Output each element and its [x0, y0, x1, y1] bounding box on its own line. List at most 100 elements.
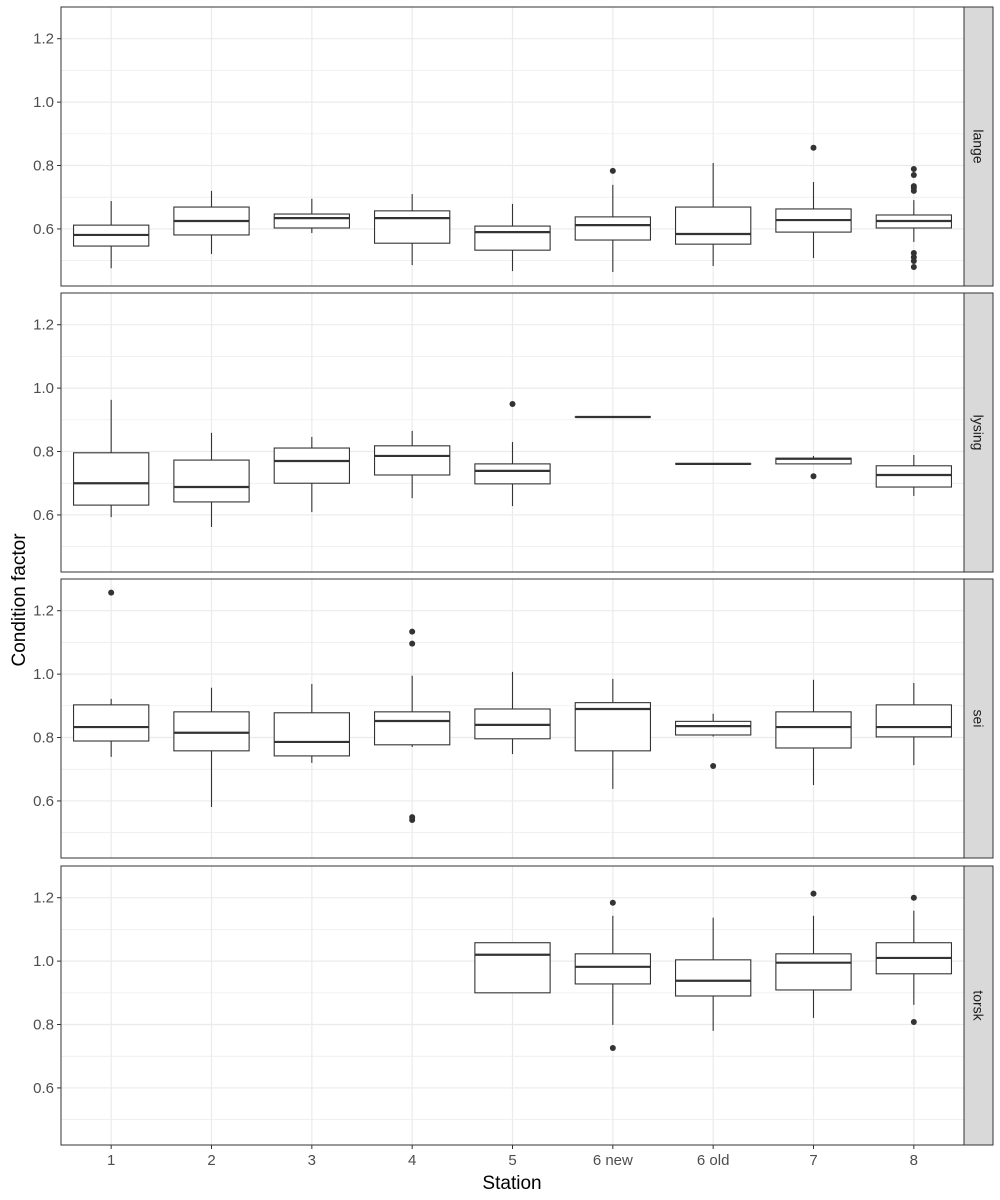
y-tick-label: 0.8 [33, 158, 54, 175]
outlier-point [409, 816, 416, 823]
box-iqr [72, 452, 150, 506]
box-sei-1 [72, 589, 150, 757]
y-tick-label: 1.0 [33, 380, 54, 397]
box-sei-5 [474, 671, 551, 755]
outlier-point [910, 263, 917, 270]
facet-panel-sei: 0.6 0.8 1.0 1.2 sei [33, 578, 994, 859]
box-iqr [173, 711, 250, 752]
box-iqr [674, 206, 752, 245]
outlier-point [810, 144, 817, 151]
box-iqr [474, 463, 551, 485]
x-tick-label: 5 [508, 1152, 516, 1169]
box-lange-2 [173, 190, 250, 254]
facet-strip-label: lysing [971, 415, 987, 451]
box-iqr [173, 459, 250, 503]
x-tick-label: 6 new [593, 1152, 633, 1169]
y-tick-label: 1.2 [33, 317, 54, 334]
outlier-point [609, 1044, 616, 1051]
y-tick-label: 0.8 [33, 1017, 54, 1034]
x-tick-label: 2 [207, 1152, 215, 1169]
box-iqr [574, 953, 652, 985]
box-iqr [474, 225, 551, 251]
box-iqr [674, 720, 752, 736]
box-lysing-2 [173, 432, 250, 527]
x-tick-label: 7 [809, 1152, 817, 1169]
outlier-point [810, 890, 817, 897]
facet-strip-label: sei [971, 710, 987, 728]
box-lange-8 [875, 166, 953, 270]
x-axis-label: Station [482, 1173, 541, 1194]
outlier-point [509, 400, 516, 407]
box-iqr [474, 942, 551, 994]
box-sei-7 [775, 679, 852, 786]
box-torsk-6-new [574, 899, 652, 1051]
box-iqr [775, 953, 852, 991]
box-torsk-7 [775, 890, 852, 1018]
box-iqr [875, 704, 953, 738]
box-lange-5 [474, 203, 551, 272]
facet-strip [963, 292, 994, 573]
y-tick-label: 0.8 [33, 730, 54, 747]
box-iqr [373, 711, 451, 746]
outlier-point [409, 640, 416, 647]
outlier-point [910, 172, 917, 179]
y-tick-label: 1.2 [33, 890, 54, 907]
outlier-point [910, 1018, 917, 1025]
box-sei-8 [875, 682, 953, 766]
box-sei-2 [173, 687, 250, 807]
facet-panel-lysing: 0.6 0.8 1.0 1.2 lysing [33, 292, 994, 573]
box-iqr [775, 711, 852, 749]
facet-panel-torsk: 0.6 0.8 1.0 1.2 torsk [33, 865, 994, 1146]
facet-strip [963, 578, 994, 859]
outlier-point [910, 250, 917, 257]
y-tick-label: 1.2 [33, 31, 54, 48]
y-tick-label: 0.6 [33, 221, 54, 238]
box-iqr [273, 447, 351, 484]
box-torsk-5 [474, 942, 551, 994]
x-tick-label: 3 [308, 1152, 316, 1169]
y-tick-label: 1.0 [33, 666, 54, 683]
y-tick-label: 1.2 [33, 603, 54, 620]
box-iqr [72, 704, 150, 742]
outlier-point [409, 628, 416, 635]
x-tick-label: 6 old [697, 1152, 730, 1169]
box-lange-4 [373, 194, 451, 266]
y-tick-label: 0.6 [33, 1080, 54, 1097]
y-tick-label: 0.6 [33, 793, 54, 810]
outlier-point [910, 257, 917, 264]
y-tick-label: 1.0 [33, 94, 54, 111]
facet-strip-label: lange [971, 129, 987, 163]
box-iqr [273, 213, 351, 229]
box-sei-6-new [574, 678, 652, 789]
box-iqr [674, 959, 752, 997]
outlier-point [108, 589, 115, 596]
box-lange-6-new [574, 167, 652, 273]
box-lysing-7 [775, 455, 852, 480]
outlier-point [609, 899, 616, 906]
facet-strip [963, 6, 994, 287]
outlier-point [810, 473, 817, 480]
box-lysing-8 [875, 455, 953, 496]
box-iqr [574, 216, 652, 241]
box-lysing-5 [474, 400, 551, 507]
y-tick-label: 0.8 [33, 444, 54, 461]
box-torsk-6-old [674, 917, 752, 1031]
box-iqr [373, 210, 451, 244]
box-lysing-1 [72, 399, 150, 518]
box-lange-6-old [674, 162, 752, 267]
box-sei-6-old [674, 713, 752, 770]
facet-strip-label: torsk [971, 990, 987, 1021]
box-iqr [373, 445, 451, 476]
x-tick-label: 4 [408, 1152, 416, 1169]
y-axis-label: Condition factor [9, 533, 30, 667]
x-tick-label: 1 [107, 1152, 115, 1169]
box-lysing-4 [373, 430, 451, 499]
box-iqr [574, 702, 652, 752]
outlier-point [910, 166, 917, 173]
x-tick-label: 8 [910, 1152, 918, 1169]
box-torsk-8 [875, 894, 953, 1025]
outlier-point [609, 167, 616, 174]
box-lange-3 [273, 198, 351, 234]
y-tick-label: 0.6 [33, 507, 54, 524]
